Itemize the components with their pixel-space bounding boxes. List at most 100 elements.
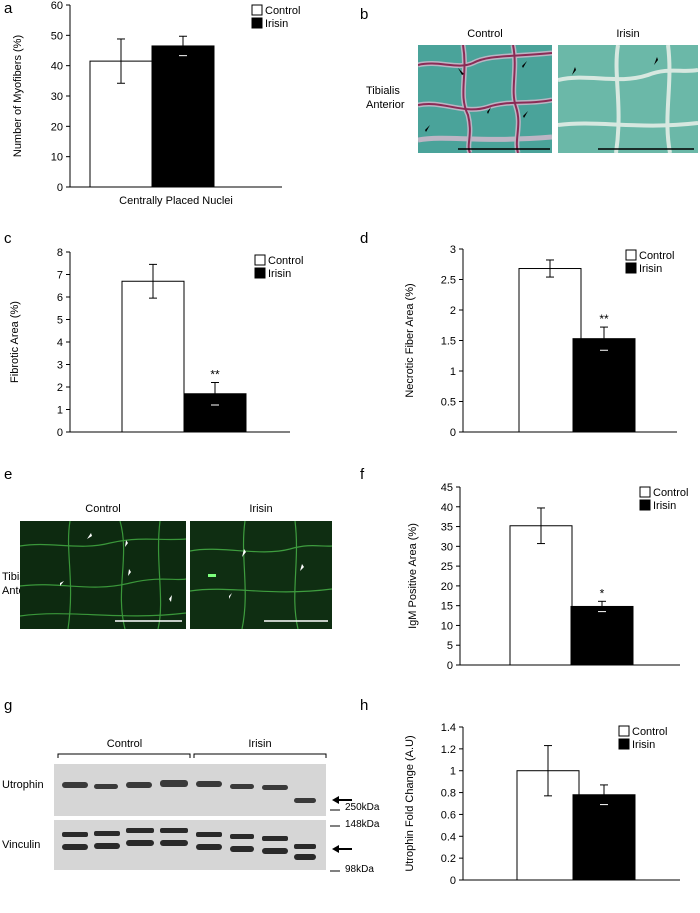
y-tick-label: 10 bbox=[51, 152, 63, 164]
micrograph-e-irisin-label: Irisin bbox=[249, 503, 273, 515]
y-tick-label: 0 bbox=[450, 875, 456, 887]
y-axis-title: Fibrotic Area (%) bbox=[9, 301, 21, 383]
y-tick-label: 0.5 bbox=[441, 397, 456, 409]
y-tick-label: 2 bbox=[450, 305, 456, 317]
legend-swatch-irisin bbox=[618, 738, 630, 750]
y-tick-label: 30 bbox=[441, 541, 453, 553]
y-tick-label: 40 bbox=[51, 61, 63, 73]
y-tick-label: 0 bbox=[450, 427, 456, 439]
y-tick-label: 0.6 bbox=[441, 809, 456, 821]
y-tick-label: 40 bbox=[441, 502, 453, 514]
y-tick-label: 20 bbox=[51, 121, 63, 133]
chart-d: 0 0.5 1 1.5 2 2.5 3 Necrotic Fiber Area (%) ** Co… bbox=[404, 244, 677, 439]
legend-label-control: Control bbox=[265, 5, 300, 17]
y-tick-label: 1.2 bbox=[441, 744, 456, 756]
y-tick-label: 0 bbox=[57, 427, 63, 439]
micrograph-e-control-label: Control bbox=[85, 503, 121, 515]
micrograph-e-control bbox=[20, 521, 186, 629]
y-tick-label: 15 bbox=[441, 601, 453, 613]
legend-label-irisin: Irisin bbox=[639, 263, 662, 275]
micrograph-b-irisin-label: Irisin bbox=[616, 28, 640, 40]
y-tick-label: 1 bbox=[57, 405, 63, 417]
bar-control bbox=[509, 525, 573, 666]
y-tick-label: 25 bbox=[441, 561, 453, 573]
y-tick-label: 7 bbox=[57, 270, 63, 282]
bar-irisin bbox=[151, 45, 215, 188]
bar-irisin bbox=[572, 794, 636, 881]
marker-148kda: 148kDa bbox=[345, 819, 380, 830]
y-axis-title: IgM Positive Area (%) bbox=[407, 523, 419, 629]
legend-label-irisin: Irisin bbox=[653, 500, 676, 512]
legend-swatch-control bbox=[639, 486, 651, 498]
micrograph-e-irisin bbox=[190, 521, 332, 629]
y-tick-label: 2.5 bbox=[441, 275, 456, 287]
y-tick-label: 0.2 bbox=[441, 853, 456, 865]
blot-utrophin-label: Utrophin bbox=[2, 779, 44, 791]
panel-letter-c: c bbox=[4, 230, 12, 247]
y-tick-label: 5 bbox=[447, 640, 453, 652]
micrograph-b-irisin bbox=[558, 45, 698, 153]
y-tick-label: 35 bbox=[441, 522, 453, 534]
y-tick-label: 6 bbox=[57, 292, 63, 304]
micrograph-b-control bbox=[418, 45, 552, 153]
micrograph-b-control-label: Control bbox=[467, 28, 503, 40]
panel-letter-h: h bbox=[360, 697, 369, 714]
y-tick-label: 45 bbox=[441, 482, 453, 494]
bar-irisin bbox=[570, 605, 634, 666]
x-axis-title: Centrally Placed Nuclei bbox=[119, 195, 233, 207]
legend-label-control: Control bbox=[639, 250, 674, 262]
blot-vinculin-label: Vinculin bbox=[2, 839, 41, 851]
y-tick-label: 50 bbox=[51, 30, 63, 42]
y-tick-label: 30 bbox=[51, 91, 63, 103]
y-axis-title: Necrotic Fiber Area (%) bbox=[404, 283, 416, 397]
y-tick-label: 1 bbox=[450, 766, 456, 778]
y-axis-title: Number of Myofibers (%) bbox=[12, 35, 24, 157]
panel-letter-g: g bbox=[4, 697, 13, 714]
bar-irisin bbox=[572, 338, 636, 433]
y-tick-label: 8 bbox=[57, 247, 63, 259]
y-tick-label: 0.8 bbox=[441, 788, 456, 800]
legend-label-irisin: Irisin bbox=[265, 18, 288, 30]
significance-label: * bbox=[600, 586, 605, 600]
y-tick-label: 4 bbox=[57, 337, 63, 349]
legend-label-control: Control bbox=[653, 487, 688, 499]
y-tick-label: 2 bbox=[57, 382, 63, 394]
legend-swatch-irisin bbox=[625, 262, 637, 274]
blot-arrows bbox=[332, 796, 352, 853]
legend-label-control: Control bbox=[268, 255, 303, 267]
panel-letter-d: d bbox=[360, 230, 369, 247]
marker-250kda: 250kDa bbox=[345, 802, 380, 813]
y-axis-title: Utrophin Fold Change (A.U) bbox=[404, 735, 416, 871]
panel-letter-e: e bbox=[4, 466, 13, 483]
significance-label: ** bbox=[210, 368, 220, 382]
y-tick-label: 0 bbox=[447, 660, 453, 672]
legend-swatch-control bbox=[251, 4, 263, 16]
legend-swatch-irisin bbox=[254, 267, 266, 279]
y-tick-label: 3 bbox=[57, 360, 63, 372]
chart-h: 0 0.2 0.4 0.6 0.8 1 1.2 1.4 Utrophin Fold Change… bbox=[404, 722, 680, 887]
y-tick-label: 5 bbox=[57, 315, 63, 327]
panel-letter-b: b bbox=[360, 6, 369, 23]
y-tick-label: 1.5 bbox=[441, 336, 456, 348]
legend-label-control: Control bbox=[632, 726, 667, 738]
blot-irisin-label: Irisin bbox=[248, 738, 272, 750]
legend-label-irisin: Irisin bbox=[268, 268, 291, 280]
legend-swatch-irisin bbox=[251, 17, 263, 29]
legend-swatch-control bbox=[625, 249, 637, 261]
micrograph-b-tissue-label: Tibialis Anterior bbox=[366, 85, 405, 111]
legend-swatch-irisin bbox=[639, 499, 651, 511]
y-tick-label: 60 bbox=[51, 0, 63, 12]
y-tick-label: 1 bbox=[450, 366, 456, 378]
chart-f: 0 5 10 15 20 25 30 35 40 45 IgM Positive Area (%) *… bbox=[407, 482, 688, 672]
y-tick-label: 20 bbox=[441, 581, 453, 593]
bar-control bbox=[121, 280, 185, 433]
panel-letter-a: a bbox=[4, 0, 13, 17]
significance-label: ** bbox=[599, 312, 609, 326]
y-tick-label: 10 bbox=[441, 620, 453, 632]
y-tick-label: 0 bbox=[57, 182, 63, 194]
western-blot bbox=[54, 753, 340, 872]
blot-control-label: Control bbox=[106, 738, 143, 750]
legend-label-irisin: Irisin bbox=[632, 739, 655, 751]
marker-98kda: 98kDa bbox=[345, 864, 374, 875]
y-tick-label: 0.4 bbox=[441, 831, 456, 843]
